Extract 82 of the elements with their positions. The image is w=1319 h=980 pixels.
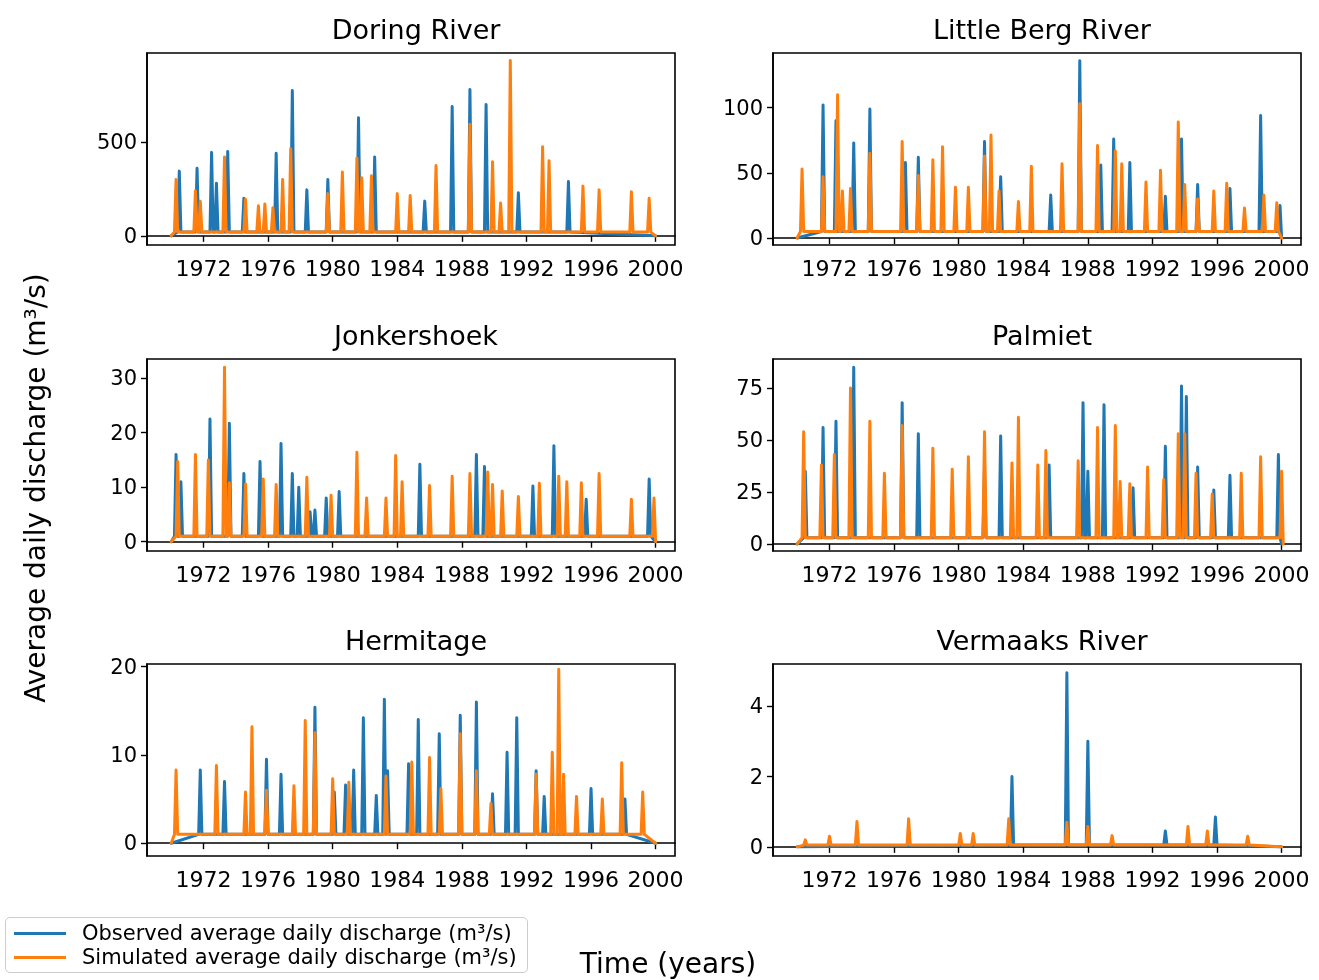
x-tick-label: 1980 [304, 561, 361, 587]
x-tick-label: 1976 [866, 866, 923, 892]
y-tick-label: 25 [736, 479, 763, 504]
x-tick-label: 1996 [1189, 255, 1246, 281]
line-series [795, 817, 1284, 849]
chart-title: Doring River [331, 14, 502, 45]
x-axis-title: Time (years) [579, 946, 757, 980]
y-tick-label: 2 [749, 764, 763, 789]
x-tick-label: 1988 [433, 561, 490, 587]
y-tick-label: 50 [736, 160, 763, 185]
x-tick-label: 1980 [930, 866, 987, 892]
x-tick-label: 1980 [304, 866, 361, 892]
x-tick-label: 1988 [433, 866, 490, 892]
x-tick-label: 1996 [563, 255, 620, 281]
chart-title: Vermaaks River [936, 625, 1149, 656]
x-tick-label: 1976 [240, 561, 297, 587]
x-tick-label: 1992 [1124, 255, 1181, 281]
x-tick-label: 1992 [498, 255, 555, 281]
x-tick-label: 1976 [866, 255, 923, 281]
y-tick-label: 50 [736, 428, 763, 453]
x-tick-label: 2000 [627, 255, 684, 281]
x-tick-label: 1984 [369, 561, 426, 587]
line-series [169, 59, 658, 238]
x-tick-label: 1984 [995, 561, 1052, 587]
x-tick-label: 1976 [240, 255, 297, 281]
y-tick-label: 20 [110, 420, 137, 445]
x-tick-label: 1972 [801, 255, 858, 281]
y-tick-label: 0 [749, 225, 763, 250]
x-tick-label: 1988 [1059, 255, 1116, 281]
x-tick-label: 1976 [866, 561, 923, 587]
line-series [169, 667, 658, 845]
x-tick-label: 1980 [930, 255, 987, 281]
x-tick-label: 1984 [369, 866, 426, 892]
x-tick-label: 2000 [1253, 561, 1310, 587]
legend-label: Simulated average daily discharge (m³/s) [82, 945, 517, 969]
chart-title: Palmiet [991, 320, 1093, 351]
line-series [169, 365, 658, 544]
x-tick-label: 1976 [240, 866, 297, 892]
x-tick-label: 1984 [995, 866, 1052, 892]
y-tick-label: 100 [722, 95, 763, 120]
x-tick-label: 1972 [175, 255, 232, 281]
x-tick-label: 1972 [801, 561, 858, 587]
x-tick-label: 1992 [1124, 866, 1181, 892]
x-tick-label: 2000 [1253, 866, 1310, 892]
x-tick-label: 1992 [498, 561, 555, 587]
x-tick-label: 1984 [369, 255, 426, 281]
x-tick-label: 1988 [433, 255, 490, 281]
y-tick-label: 10 [110, 742, 137, 767]
x-tick-label: 1988 [1059, 561, 1116, 587]
x-tick-label: 1972 [175, 561, 232, 587]
x-tick-label: 1992 [1124, 561, 1181, 587]
chart-title: Hermitage [344, 625, 488, 656]
chart-title: Jonkershoek [332, 320, 499, 351]
x-tick-label: 1980 [304, 255, 361, 281]
y-tick-label: 0 [123, 831, 137, 856]
line-series [795, 93, 1284, 240]
x-tick-label: 2000 [1253, 255, 1310, 281]
legend-label: Observed average daily discharge (m³/s) [82, 921, 512, 945]
x-tick-label: 2000 [627, 561, 684, 587]
x-tick-label: 1972 [801, 866, 858, 892]
x-tick-label: 1996 [563, 561, 620, 587]
y-axis-title: Average daily discharge (m³/s) [18, 273, 52, 703]
y-tick-label: 0 [123, 529, 137, 554]
x-tick-label: 1980 [930, 561, 987, 587]
x-tick-label: 1996 [563, 866, 620, 892]
y-tick-label: 20 [110, 654, 137, 679]
x-tick-label: 2000 [627, 866, 684, 892]
y-tick-label: 0 [749, 834, 763, 859]
y-tick-label: 0 [749, 531, 763, 556]
x-tick-label: 1996 [1189, 866, 1246, 892]
y-tick-label: 500 [96, 130, 137, 155]
y-tick-label: 75 [736, 376, 763, 401]
y-tick-label: 30 [110, 366, 137, 391]
x-tick-label: 1996 [1189, 561, 1246, 587]
x-tick-label: 1984 [995, 255, 1052, 281]
chart-title: Little Berg River [933, 14, 1152, 45]
y-tick-label: 4 [749, 694, 763, 719]
x-tick-label: 1992 [498, 866, 555, 892]
y-tick-label: 0 [123, 223, 137, 248]
y-tick-label: 10 [110, 475, 137, 500]
x-tick-label: 1972 [175, 866, 232, 892]
x-tick-label: 1988 [1059, 866, 1116, 892]
